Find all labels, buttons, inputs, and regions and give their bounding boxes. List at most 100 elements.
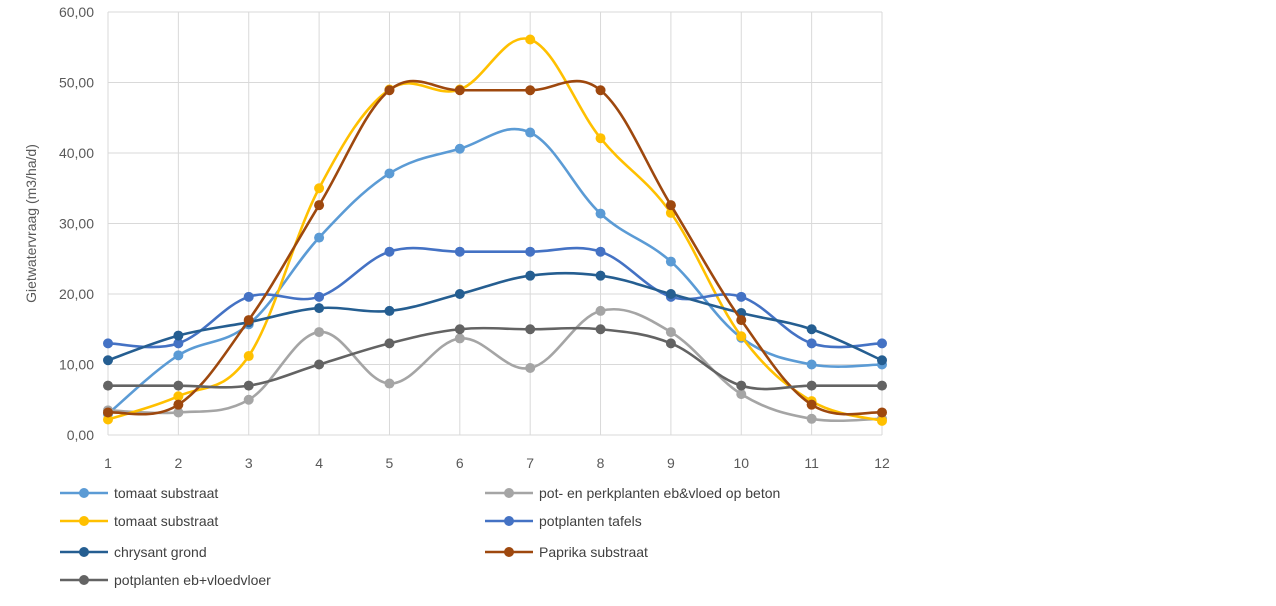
legend-label: pot- en perkplanten eb&vloed op beton <box>539 485 780 501</box>
legend-item: pot- en perkplanten eb&vloed op beton <box>485 485 780 501</box>
x-tick-label: 12 <box>874 455 890 471</box>
x-tick-label: 10 <box>733 455 749 471</box>
data-point <box>665 289 676 299</box>
x-tick-label: 4 <box>315 455 323 471</box>
x-tick-label: 6 <box>456 455 464 471</box>
data-point <box>103 355 113 366</box>
data-point <box>525 85 536 96</box>
data-point <box>454 85 465 96</box>
data-point <box>243 351 254 362</box>
data-point <box>454 324 465 335</box>
data-point <box>384 378 395 389</box>
series-line <box>106 127 884 416</box>
data-point <box>665 338 676 349</box>
data-point <box>877 380 887 391</box>
data-point <box>103 414 113 425</box>
data-point <box>243 394 254 405</box>
data-point <box>806 324 817 335</box>
data-point <box>525 270 536 281</box>
x-tick-label: 11 <box>804 455 819 471</box>
data-point <box>173 330 184 341</box>
data-point <box>806 338 817 349</box>
data-point <box>525 34 536 45</box>
data-point <box>173 380 184 391</box>
data-point <box>806 399 817 410</box>
data-point <box>525 127 536 138</box>
x-tick-label: 7 <box>526 455 534 471</box>
data-point <box>243 291 254 302</box>
series-1 <box>103 305 887 424</box>
grid <box>107 11 883 436</box>
data-point <box>314 303 325 314</box>
x-tick-label: 5 <box>386 455 394 471</box>
data-point <box>806 413 817 424</box>
x-tick-label: 9 <box>667 455 675 471</box>
x-tick-label: 1 <box>104 455 112 471</box>
data-point <box>314 232 325 243</box>
x-tick-label: 3 <box>245 455 253 471</box>
data-point <box>384 85 395 96</box>
data-point <box>173 407 184 418</box>
y-tick-label: 30,00 <box>59 216 94 232</box>
legend-label: Paprika substraat <box>539 544 648 560</box>
data-point <box>736 389 747 400</box>
data-point <box>877 415 887 426</box>
data-point <box>314 327 325 338</box>
legend-swatch-marker <box>504 488 514 498</box>
y-axis-title: Gietwatervraag (m3/ha/d) <box>23 144 39 303</box>
data-point <box>595 246 606 257</box>
data-point <box>314 183 325 194</box>
data-point <box>243 380 254 391</box>
data-point <box>525 246 536 257</box>
series-6 <box>103 324 887 391</box>
legend-label: chrysant grond <box>114 544 207 560</box>
data-point <box>736 380 747 391</box>
data-point <box>806 380 817 391</box>
data-point <box>173 399 184 410</box>
legend-item: tomaat substraat <box>60 513 218 529</box>
data-point <box>806 359 817 370</box>
data-point <box>595 305 606 316</box>
legend: tomaat substraat pot- en perkplanten eb&v… <box>60 485 780 588</box>
data-point <box>877 338 887 349</box>
series-4 <box>103 270 887 366</box>
data-point <box>736 291 747 302</box>
data-point <box>103 407 113 418</box>
data-point <box>173 338 184 349</box>
data-point <box>384 168 395 179</box>
data-point <box>454 333 465 344</box>
data-point <box>384 338 395 349</box>
legend-label: potplanten tafels <box>539 513 642 529</box>
data-point <box>103 380 113 391</box>
legend-label: tomaat substraat <box>114 485 218 501</box>
y-tick-label: 10,00 <box>59 357 94 373</box>
data-point <box>173 350 184 361</box>
x-tick-label: 2 <box>174 455 182 471</box>
data-point <box>454 246 465 257</box>
data-point <box>173 391 184 402</box>
y-tick-label: 0,00 <box>67 427 94 443</box>
series-line <box>106 246 884 349</box>
data-point <box>314 200 325 211</box>
data-point <box>736 331 747 342</box>
legend-label: potplanten eb+vloedvloer <box>114 572 271 588</box>
series-3 <box>103 246 887 349</box>
data-point <box>595 324 606 335</box>
series-2 <box>103 34 887 426</box>
series-line <box>106 37 884 423</box>
series-line <box>106 271 884 362</box>
y-tick-label: 40,00 <box>59 145 94 161</box>
series-0 <box>103 127 887 419</box>
data-point <box>103 338 113 349</box>
series-5 <box>103 79 887 418</box>
series-lines <box>103 34 887 426</box>
series-line <box>106 326 884 391</box>
data-point <box>665 256 676 267</box>
y-tick-label: 60,00 <box>59 4 94 20</box>
legend-swatch-marker <box>79 516 89 526</box>
data-point <box>314 291 325 302</box>
legend-swatch-marker <box>79 575 89 585</box>
legend-item: tomaat substraat <box>60 485 218 501</box>
data-point <box>665 200 676 211</box>
